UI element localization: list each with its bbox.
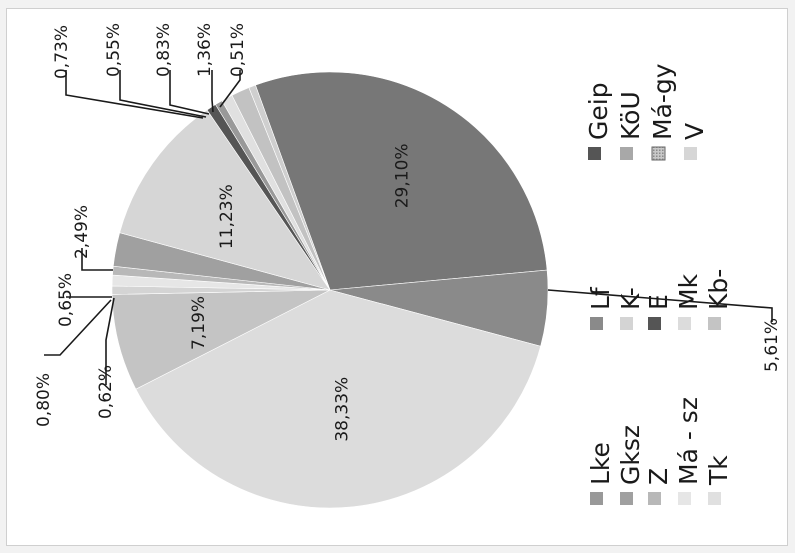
pie-slices xyxy=(111,71,549,509)
legend-label-6: K- xyxy=(616,287,645,310)
legend-item-2: Z xyxy=(644,468,673,505)
leader-line-9 xyxy=(65,70,204,119)
legend-label-2: Z xyxy=(644,468,673,485)
legend-item-7: E xyxy=(644,294,673,330)
legend-item-1: Gksz xyxy=(616,425,645,505)
legend-label-7: E xyxy=(644,294,673,310)
leader-line-7 xyxy=(81,248,113,271)
legend-swatch-1 xyxy=(620,492,633,505)
legend-swatch-3 xyxy=(678,492,691,505)
legend-label-3: Má - sz xyxy=(674,397,703,485)
data-label-7: 2,49% xyxy=(72,205,92,259)
data-label-11: 0,83% xyxy=(154,23,174,77)
legend-swatch-8 xyxy=(678,317,691,330)
leader-line-11 xyxy=(169,70,210,115)
data-label-6: 0,65% xyxy=(56,273,76,327)
leader-line-10 xyxy=(119,70,207,118)
legend-swatch-13 xyxy=(684,147,697,160)
legend-item-10: Geip xyxy=(584,82,613,160)
legend-swatch-2 xyxy=(648,492,661,505)
legend-swatch-11 xyxy=(620,147,633,160)
pie-slice-3 xyxy=(111,289,331,390)
legend-item-0: Lke xyxy=(586,442,615,505)
legend-label-10: Geip xyxy=(584,82,613,140)
leader-line-5 xyxy=(44,299,112,356)
legend-swatch-7 xyxy=(648,317,661,330)
legend-item-11: KöU xyxy=(616,91,645,160)
pie-slice-2 xyxy=(135,289,541,509)
legend-swatch-10 xyxy=(588,147,601,160)
data-label-1: 5,61% xyxy=(762,318,782,372)
data-label-2: 38,33% xyxy=(333,377,353,442)
pie-slice-13 xyxy=(248,84,331,291)
legend-swatch-5 xyxy=(590,317,603,330)
leader-line-12 xyxy=(211,70,214,113)
leader-lines xyxy=(44,70,773,385)
leader-line-13 xyxy=(219,70,241,108)
legend-item-4: Tk xyxy=(704,455,733,505)
legend-swatch-9 xyxy=(708,317,721,330)
legend-item-8: Mk xyxy=(674,273,703,330)
data-label-8: 11,23% xyxy=(217,184,237,249)
legend-item-13: V xyxy=(680,123,709,160)
legend-swatch-12 xyxy=(651,146,666,161)
data-label-4: 0,62% xyxy=(96,365,116,419)
leader-line-1 xyxy=(547,289,773,322)
data-label-0: 29,10% xyxy=(392,143,412,208)
pie-slice-0 xyxy=(255,71,548,291)
data-labels: 29,10% 5,61% 38,33% 7,19% 0,62% 0,80% 0,65% 2,4… xyxy=(34,23,782,442)
legend-item-5: Lf xyxy=(586,286,615,330)
legend-item-6: K- xyxy=(616,287,645,330)
legend: Lke Gksz Z Má - sz Tk Lf K- E Mk Kb- Geip KöU Má-gy V xyxy=(584,63,733,505)
legend-item-9: Kb- xyxy=(704,269,733,330)
data-label-5: 0,80% xyxy=(34,373,54,427)
legend-label-11: KöU xyxy=(616,91,645,140)
data-label-10: 0,55% xyxy=(104,23,124,77)
legend-swatch-0 xyxy=(590,492,603,505)
legend-label-12: Má-gy xyxy=(648,63,677,140)
legend-swatch-4 xyxy=(708,492,721,505)
legend-label-8: Mk xyxy=(674,273,703,310)
legend-item-12: Má-gy xyxy=(648,63,677,161)
legend-label-0: Lke xyxy=(586,442,615,485)
data-label-13: 0,51% xyxy=(228,23,248,77)
legend-label-4: Tk xyxy=(704,455,733,486)
legend-item-3: Má - sz xyxy=(674,397,703,505)
legend-label-13: V xyxy=(680,123,709,140)
legend-label-5: Lf xyxy=(586,286,615,310)
leader-line-4 xyxy=(105,297,115,385)
legend-label-1: Gksz xyxy=(616,425,645,485)
data-label-9: 0,73% xyxy=(52,25,72,79)
data-label-3: 7,19% xyxy=(189,296,209,350)
legend-swatch-6 xyxy=(620,317,633,330)
data-label-12: 1,36% xyxy=(195,23,215,77)
legend-label-9: Kb- xyxy=(704,269,733,310)
